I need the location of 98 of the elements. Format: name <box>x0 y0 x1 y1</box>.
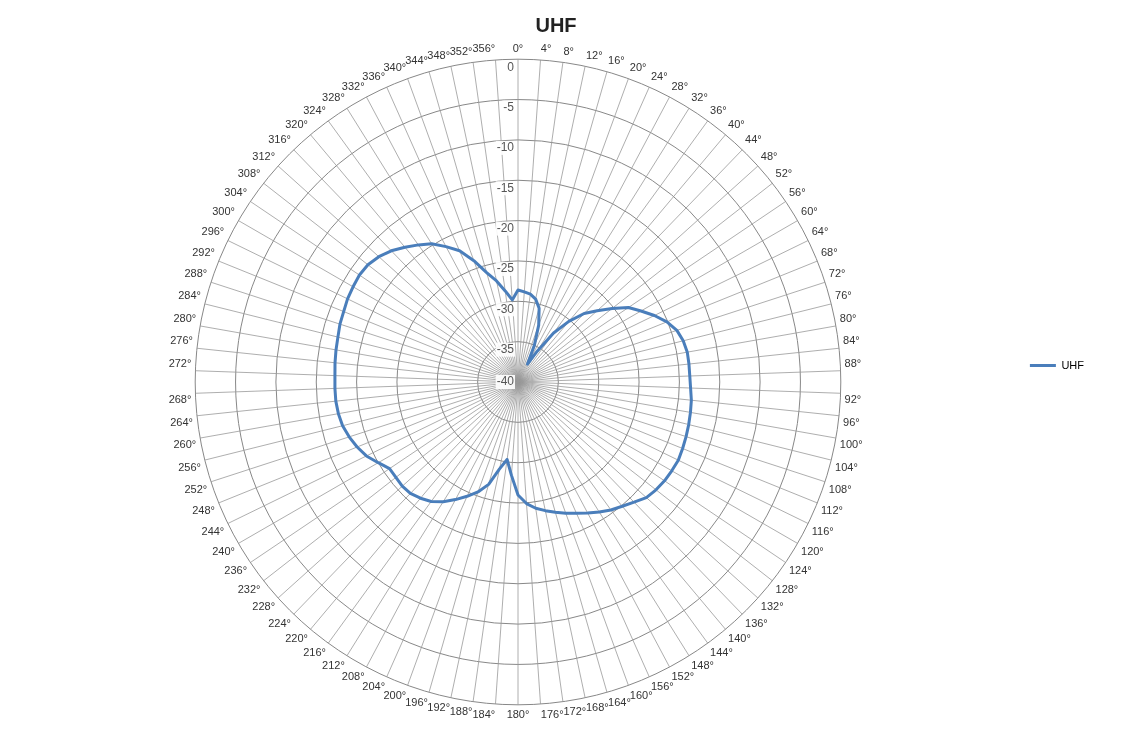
spoke-label: 332° <box>341 79 365 92</box>
spoke-label: 268° <box>168 393 192 406</box>
spoke-label: 152° <box>671 670 695 683</box>
spoke-label: 196° <box>405 695 428 708</box>
chart-title: UHF <box>535 13 577 36</box>
spoke-label: 352° <box>449 44 473 57</box>
spoke-label: 232° <box>237 582 261 595</box>
spoke-label: 328° <box>322 91 345 104</box>
spoke-label: 192° <box>427 701 451 714</box>
spoke-label: 304° <box>224 185 248 198</box>
spoke-label: 240° <box>212 545 235 558</box>
spoke-label: 104° <box>835 460 858 473</box>
spoke-label: 84° <box>843 334 860 347</box>
spoke-label: 244° <box>201 524 225 537</box>
spoke-label: 308° <box>237 167 261 180</box>
spoke-label: 272° <box>168 357 192 370</box>
y-tick-label: -10 <box>496 140 515 155</box>
spoke-label: 44° <box>745 133 762 146</box>
spoke-label: 16° <box>608 54 625 67</box>
spoke-label: 212° <box>322 658 345 671</box>
spoke-label: 296° <box>201 225 225 238</box>
spoke-label: 20° <box>629 61 647 74</box>
spoke-label: 136° <box>745 616 768 629</box>
y-tick-label: -35 <box>496 341 515 356</box>
spoke-label: 200° <box>383 688 407 701</box>
spoke-label: 140° <box>728 631 751 644</box>
spoke-label: 128° <box>775 582 799 595</box>
y-tick-label: -15 <box>496 180 515 195</box>
spoke-label: 68° <box>821 246 838 259</box>
spoke-label: 148° <box>691 658 714 671</box>
spoke-label: 12° <box>585 48 603 61</box>
spoke-label: 32° <box>691 91 708 104</box>
spoke-label: 76° <box>835 289 852 302</box>
spoke-label: 256° <box>178 460 201 473</box>
spoke-label: 216° <box>303 646 326 659</box>
spoke-label: 24° <box>650 69 668 82</box>
spoke-label: 348° <box>427 48 451 61</box>
spoke-label: 164° <box>608 695 631 708</box>
y-tick-label: -25 <box>496 261 515 276</box>
spoke-label: 228° <box>252 600 276 613</box>
spoke-label: 264° <box>170 415 193 428</box>
spoke-label: 280° <box>173 311 197 324</box>
spoke-label: 56° <box>788 185 806 198</box>
spoke-label: 172° <box>563 705 587 718</box>
spoke-label: 248° <box>192 504 215 517</box>
spoke-label: 220° <box>285 631 308 644</box>
y-tick-label: 0 <box>507 59 515 74</box>
spoke-label: 224° <box>268 616 291 629</box>
spoke-label: 52° <box>775 167 793 180</box>
y-tick-label: -30 <box>496 301 515 316</box>
spoke-label: 260° <box>173 438 197 451</box>
spoke-label: 288° <box>184 267 208 280</box>
spoke-label: 124° <box>788 564 812 577</box>
spoke-label: 132° <box>760 600 784 613</box>
spoke-label: 176° <box>540 707 564 720</box>
spoke-label: 88° <box>844 357 862 370</box>
spoke-label: 316° <box>268 133 291 146</box>
spoke-label: 320° <box>285 118 308 131</box>
spoke-label: 8° <box>563 44 575 57</box>
spoke-label: 236° <box>224 564 248 577</box>
spoke-label: 284° <box>178 289 201 302</box>
spoke-label: 184° <box>472 707 496 720</box>
spoke-label: 108° <box>828 482 852 495</box>
spoke-label: 340° <box>383 61 407 74</box>
spoke-label: 344° <box>405 54 428 67</box>
spoke-label: 204° <box>362 680 386 693</box>
spoke-label: 64° <box>811 225 829 238</box>
spoke-label: 40° <box>728 118 745 131</box>
spoke-label: 180° <box>506 708 530 721</box>
spoke-label: 36° <box>710 104 727 117</box>
spoke-label: 188° <box>449 705 473 718</box>
spoke-label: 4° <box>540 42 552 55</box>
spoke-label: 100° <box>839 438 863 451</box>
spoke-label: 208° <box>341 670 365 683</box>
spoke-label: 252° <box>184 482 208 495</box>
spoke-label: 48° <box>760 149 778 162</box>
spoke-label: 92° <box>844 393 862 406</box>
legend-label: UHF <box>1061 358 1085 371</box>
spoke-label: 80° <box>839 311 857 324</box>
spoke-label: 116° <box>811 524 834 537</box>
y-tick-label: -20 <box>496 220 515 235</box>
spoke-label: 60° <box>801 205 818 218</box>
spoke-label: 28° <box>671 79 689 92</box>
spoke-label: 168° <box>585 701 609 714</box>
spoke-label: 144° <box>710 646 733 659</box>
spoke-label: 276° <box>170 334 193 347</box>
spoke-label: 72° <box>828 267 846 280</box>
spoke-label: 356° <box>472 42 496 55</box>
spoke-label: 0° <box>512 41 524 54</box>
y-tick-label: -40 <box>496 374 515 389</box>
y-tick-label: -5 <box>503 99 515 114</box>
spoke-label: 324° <box>303 104 326 117</box>
spoke-label: 112° <box>821 504 843 517</box>
spoke-label: 120° <box>801 545 824 558</box>
spoke-label: 292° <box>192 246 215 259</box>
spoke-label: 312° <box>252 149 276 162</box>
spoke-label: 300° <box>212 205 235 218</box>
spoke-label: 96° <box>843 415 860 428</box>
